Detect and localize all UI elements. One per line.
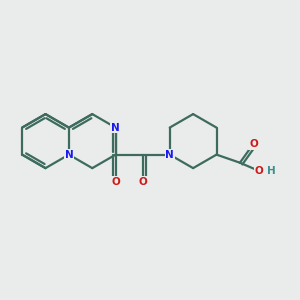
Text: O: O <box>249 139 258 149</box>
Text: N: N <box>111 123 120 133</box>
Text: O: O <box>254 166 263 176</box>
Text: N: N <box>64 150 73 160</box>
Text: N: N <box>165 150 174 160</box>
Text: H: H <box>267 166 275 176</box>
Text: O: O <box>111 177 120 187</box>
Text: O: O <box>138 177 147 187</box>
